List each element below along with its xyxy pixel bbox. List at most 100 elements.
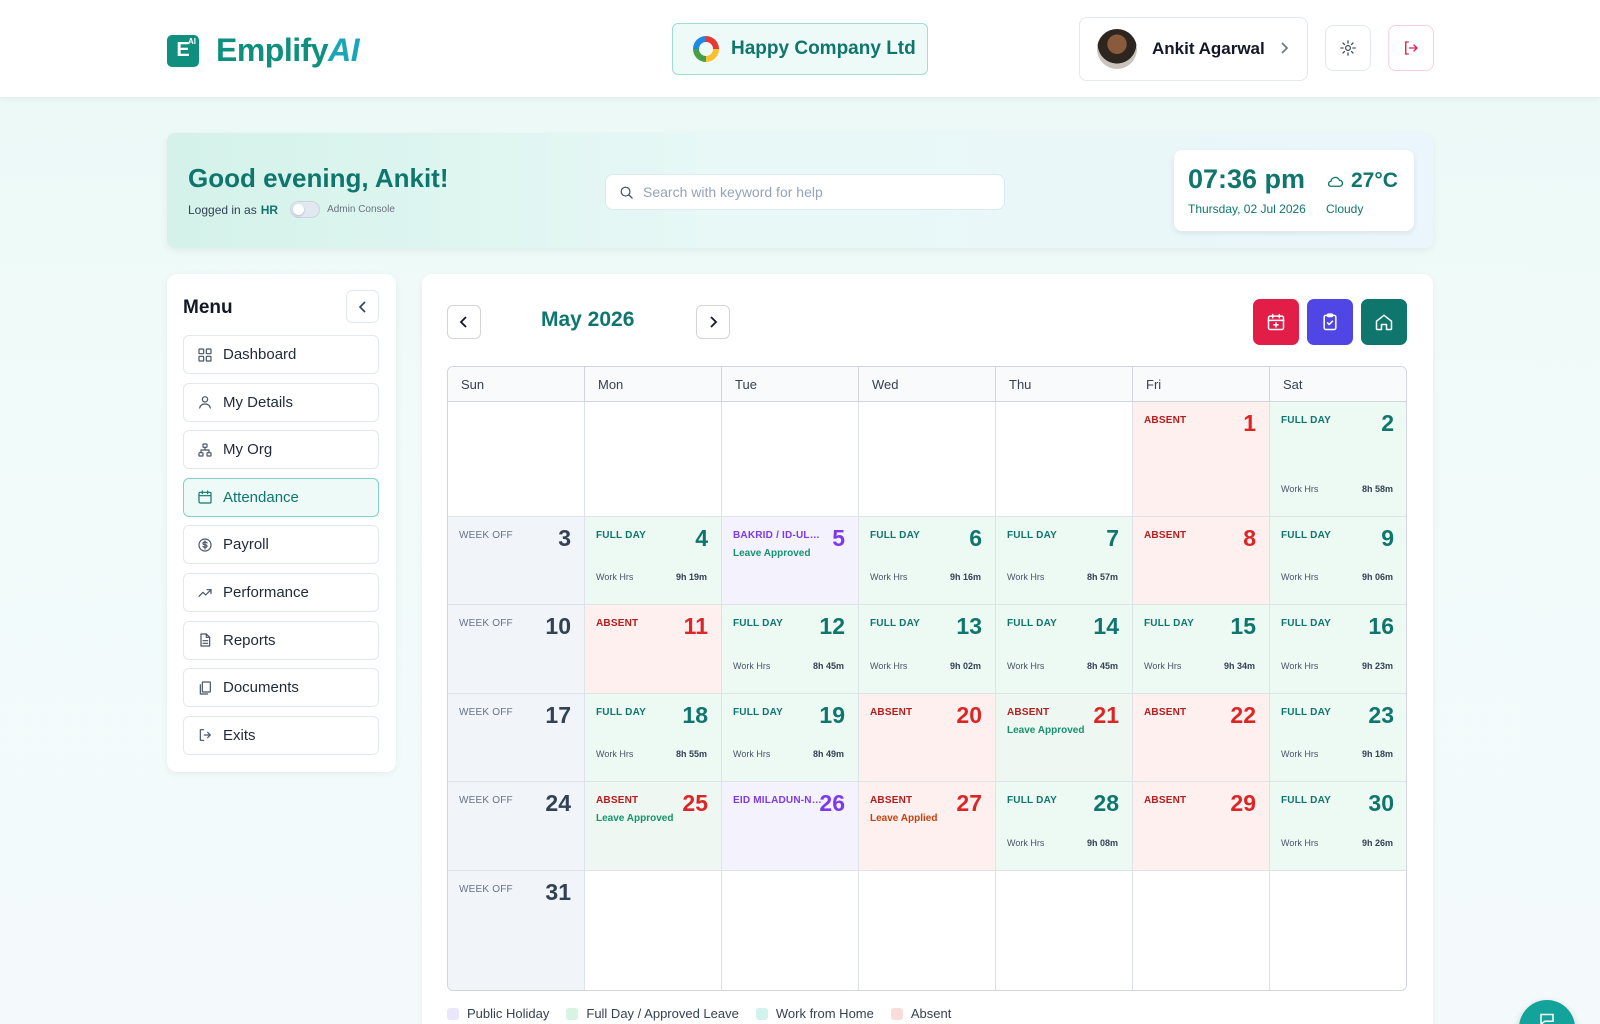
calendar-day-cell[interactable]: ABSENT 8 [1133,517,1270,605]
search-icon [620,186,633,199]
calendar-day-cell[interactable]: FULL DAY 23 Work Hrs 9h 18m [1270,694,1406,782]
legend-swatch [755,1007,768,1020]
logo-mark-letter: E [176,39,190,61]
calendar-day-cell[interactable]: FULL DAY 9 Work Hrs 9h 06m [1270,517,1406,605]
calendar-day-cell[interactable]: EID MILADUN-NABI 26 [722,782,859,871]
user-profile-button[interactable]: Ankit Agarwal [1079,17,1308,81]
work-hrs-label: Work Hrs [733,661,771,671]
day-number: 21 [1093,702,1119,728]
calendar-day-cell[interactable]: FULL DAY 19 Work Hrs 8h 49m [722,694,859,782]
day-number: 22 [1230,702,1256,728]
day-number: 8 [1243,525,1256,551]
day-status: BAKRID / ID-UL-ZUHA [733,530,823,541]
calendar-day-cell[interactable]: FULL DAY 4 Work Hrs 9h 19m [585,517,722,605]
work-hrs-label: Work Hrs [870,572,908,582]
prev-month-button[interactable] [447,305,481,339]
menu-title: Menu [183,297,233,318]
calendar-day-cell[interactable]: BAKRID / ID-UL-ZUHA 5 Leave Approved [722,517,859,605]
day-status: ABSENT [1144,530,1187,541]
menu-item-dashboard[interactable]: Dashboard [183,335,379,374]
calendar-day-cell[interactable]: FULL DAY 12 Work Hrs 8h 45m [722,605,859,694]
user-icon [199,396,211,409]
weekday-header: Tue [722,367,859,402]
search-input[interactable] [643,184,983,200]
calendar-day-cell[interactable]: FULL DAY 13 Work Hrs 9h 02m [859,605,996,694]
menu-item-my-details[interactable]: My Details [183,382,379,422]
menu-item-payroll[interactable]: Payroll [183,525,379,565]
calendar-day-cell[interactable]: ABSENT 1 [1133,402,1270,517]
next-month-button[interactable] [696,305,730,339]
menu-item-my-org[interactable]: My Org [183,430,379,470]
settings-button[interactable] [1325,25,1371,71]
calendar-day-cell[interactable]: FULL DAY 7 Work Hrs 8h 57m [996,517,1133,605]
menu-item-label: My Details [223,393,294,411]
brand-name-main: Emplify [216,32,329,68]
clipboard-check-icon [1323,313,1337,331]
calendar-day-cell[interactable]: WEEK OFF 10 [448,605,585,694]
apply-leave-button[interactable] [1253,299,1299,345]
calendar-empty-cell [585,871,722,990]
logo[interactable]: E AI EmplifyAI [167,32,360,69]
day-status: FULL DAY [733,618,783,629]
calendar-day-cell[interactable]: ABSENT 22 [1133,694,1270,782]
menu-item-label: Performance [223,584,309,601]
calendar-empty-cell [859,871,996,990]
day-number: 15 [1230,613,1256,639]
role-label: HR [260,202,279,217]
logo-mark: E AI [167,34,199,67]
day-number: 3 [558,525,571,551]
calendar-day-cell[interactable]: ABSENT 25 Leave Approved [585,782,722,871]
day-number: 7 [1106,525,1119,551]
calendar-day-cell[interactable]: FULL DAY 6 Work Hrs 9h 16m [859,517,996,605]
day-status: FULL DAY [1281,415,1331,426]
calendar-day-cell[interactable]: ABSENT 21 Leave Approved [996,694,1133,782]
chat-fab-button[interactable] [1519,1000,1575,1024]
calendar-day-cell[interactable]: ABSENT 27 Leave Applied [859,782,996,871]
calendar-day-cell[interactable]: WEEK OFF 31 [448,871,585,990]
logged-in-label: Logged in as [188,202,257,217]
menu-item-performance[interactable]: Performance [183,573,379,612]
calendar-day-cell[interactable]: WEEK OFF 3 [448,517,585,605]
day-status: WEEK OFF [459,618,513,629]
company-selector[interactable]: Happy Company Ltd [672,23,928,75]
work-from-home-button[interactable] [1361,299,1407,345]
calendar-day-cell[interactable]: FULL DAY 18 Work Hrs 8h 55m [585,694,722,782]
calendar-day-cell[interactable]: ABSENT 29 [1133,782,1270,871]
calendar-day-cell[interactable]: FULL DAY 16 Work Hrs 9h 23m [1270,605,1406,694]
day-number: 4 [695,525,708,551]
menu-item-attendance[interactable]: Attendance [183,477,379,517]
day-number: 30 [1368,790,1394,816]
calendar-day-cell[interactable]: FULL DAY 30 Work Hrs 9h 26m [1270,782,1406,871]
menu-item-documents[interactable]: Documents [183,668,379,708]
calendar-day-cell[interactable]: WEEK OFF 24 [448,782,585,871]
clock-weather-card: 07:36 pm Thursday, 02 Jul 2026 27°C Clou… [1174,150,1414,231]
day-number: 17 [545,702,571,728]
brand-name-ai: AI [328,32,360,68]
calendar-day-cell[interactable]: FULL DAY 2 Work Hrs 8h 58m [1270,402,1406,517]
menu-item-reports[interactable]: Reports [183,620,379,660]
calendar-day-cell[interactable]: FULL DAY 15 Work Hrs 9h 34m [1133,605,1270,694]
calendar-day-cell[interactable]: FULL DAY 28 Work Hrs 9h 08m [996,782,1133,871]
regularize-button[interactable] [1307,299,1353,345]
day-status: FULL DAY [1281,530,1331,541]
legend-swatch [566,1007,579,1020]
work-hrs-label: Work Hrs [1144,661,1182,671]
help-search-box[interactable] [605,174,1005,210]
work-hrs-label: Work Hrs [1007,661,1045,671]
calendar-day-cell[interactable]: WEEK OFF 17 [448,694,585,782]
logout-button[interactable] [1388,25,1434,71]
work-hours-value: 9h 26m [1361,838,1393,848]
admin-console-toggle[interactable] [290,201,321,218]
weekday-header: Sun [448,367,585,402]
menu-item-label: Documents [223,679,299,697]
day-number: 23 [1368,702,1394,728]
calendar-day-cell[interactable]: ABSENT 20 [859,694,996,782]
menu-item-exits[interactable]: Exits [183,715,379,755]
calendar-day-cell[interactable]: ABSENT 11 [585,605,722,694]
legend-label: Public Holiday [467,1006,550,1021]
logo-mark-sup: AI [188,36,196,46]
legend-item: Absent [890,1006,951,1021]
collapse-menu-button[interactable] [346,290,379,323]
calendar-day-cell[interactable]: FULL DAY 14 Work Hrs 8h 45m [996,605,1133,694]
work-hrs-label: Work Hrs [1007,838,1045,848]
